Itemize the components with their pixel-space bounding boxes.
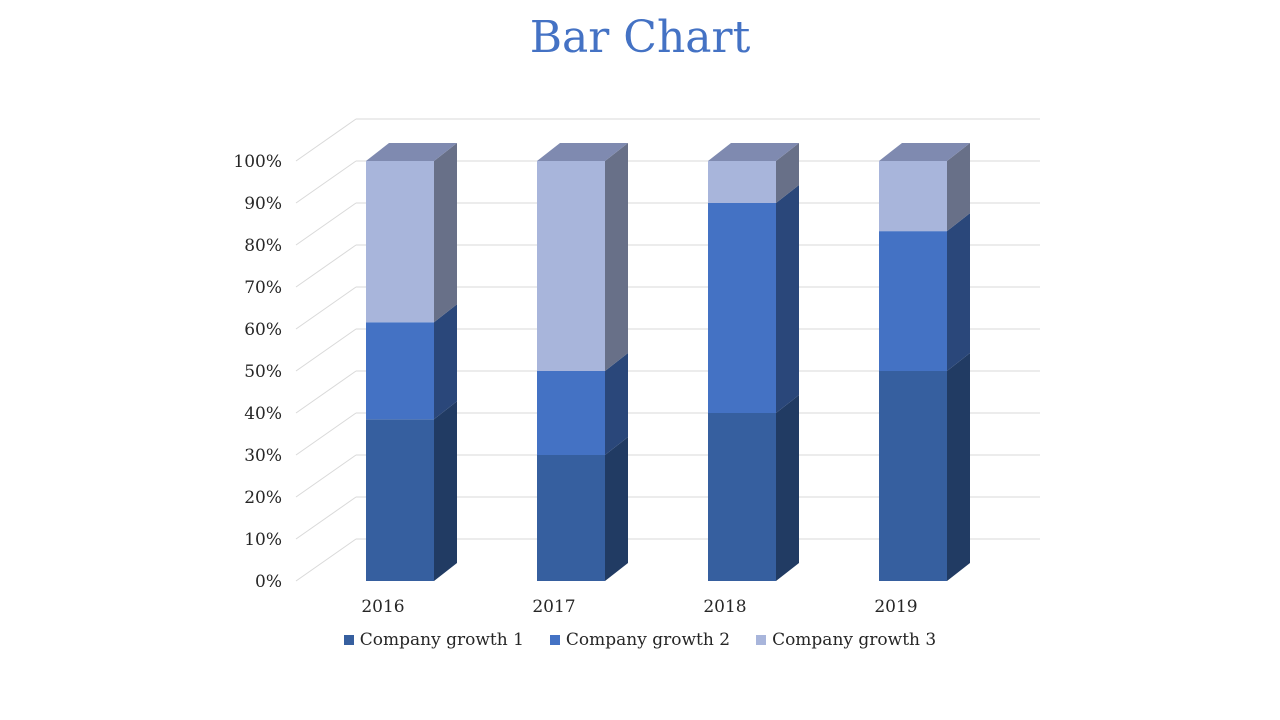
bar-segment xyxy=(366,161,434,323)
gridline-depth xyxy=(295,160,357,204)
bar-side xyxy=(776,143,799,203)
chart-title: Bar Chart xyxy=(529,12,751,63)
chart-legend: Company growth 1 Company growth 2 Company … xyxy=(0,630,1280,650)
legend-label: Company growth 2 xyxy=(565,630,731,650)
legend-swatch xyxy=(343,635,354,645)
y-tick-label: 10% xyxy=(244,530,282,550)
bar-side xyxy=(434,143,457,323)
y-tick-label: 50% xyxy=(244,362,282,382)
bar-segment xyxy=(366,322,434,420)
x-tick-label: 2017 xyxy=(532,597,575,617)
y-tick-label: 80% xyxy=(244,236,282,256)
x-tick-label: 2016 xyxy=(361,597,404,617)
y-tick-label: 40% xyxy=(244,404,282,424)
bar-segment xyxy=(708,413,776,581)
bar-side xyxy=(434,304,457,420)
legend-item: Company growth 2 xyxy=(549,630,731,650)
bar-segment xyxy=(537,161,605,371)
gridline-depth xyxy=(295,496,357,540)
bar-side xyxy=(776,185,799,413)
bar-side xyxy=(605,353,628,455)
bar-top xyxy=(366,143,457,161)
y-tick-label: 90% xyxy=(244,194,282,214)
bar-side xyxy=(605,143,628,371)
bar-side xyxy=(434,401,457,581)
bar-side xyxy=(947,353,970,581)
legend-swatch xyxy=(549,635,560,645)
legend-item: Company growth 3 xyxy=(756,630,936,650)
gridline-depth xyxy=(295,412,357,456)
legend-label: Company growth 1 xyxy=(359,630,524,650)
gridline-depth xyxy=(295,538,357,582)
x-tick-label: 2019 xyxy=(874,597,917,617)
bar-segment xyxy=(708,203,776,413)
bar-segment xyxy=(366,419,434,581)
gridline-depth xyxy=(295,370,357,414)
bar-side xyxy=(947,143,970,232)
y-tick-label: 60% xyxy=(244,320,282,340)
y-tick-label: 100% xyxy=(233,152,282,172)
bar-segment xyxy=(537,455,605,581)
bar-segment xyxy=(537,371,605,455)
y-tick-label: 30% xyxy=(244,446,282,466)
bar-side xyxy=(776,395,799,581)
bar-segment xyxy=(708,161,776,203)
legend-label: Company growth 3 xyxy=(772,630,937,650)
gridline-depth xyxy=(295,328,357,372)
bar-side xyxy=(947,213,970,371)
gridline-depth xyxy=(295,286,357,330)
y-tick-label: 70% xyxy=(244,278,282,298)
legend-swatch xyxy=(756,635,767,645)
y-tick-label: 20% xyxy=(244,488,282,508)
bar-segment xyxy=(879,371,947,581)
y-tick-label: 0% xyxy=(255,572,282,592)
bar-top xyxy=(537,143,628,161)
gridline-depth xyxy=(295,244,357,288)
gridline-depth xyxy=(295,202,357,246)
gridline-depth xyxy=(295,118,357,162)
gridline-depth xyxy=(295,454,357,498)
bar-top xyxy=(879,143,970,161)
bar-top xyxy=(708,143,799,161)
bar-segment xyxy=(879,231,947,371)
x-tick-label: 2018 xyxy=(703,597,746,617)
bar-side xyxy=(605,437,628,581)
legend-item: Company growth 1 xyxy=(343,630,524,650)
bar-segment xyxy=(879,161,947,232)
